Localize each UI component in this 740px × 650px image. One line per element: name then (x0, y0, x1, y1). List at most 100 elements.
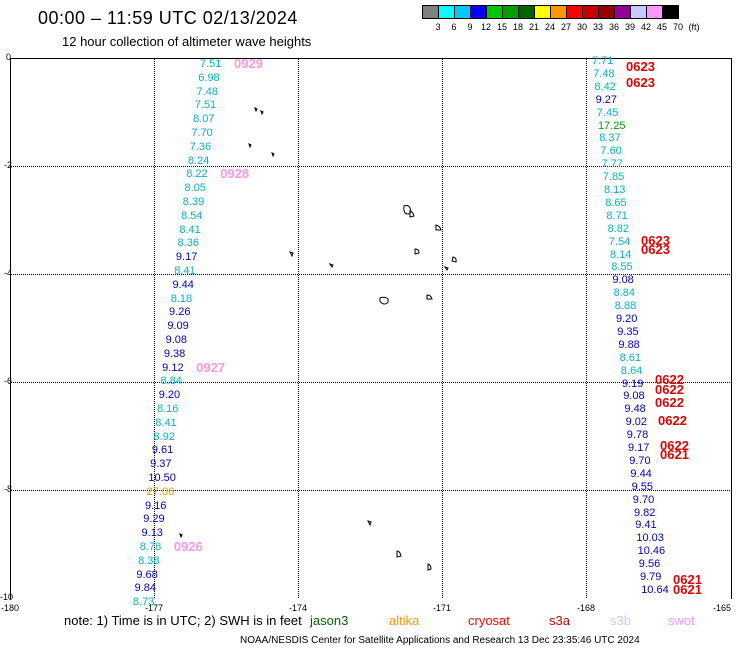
wave-height-value: 8.65 (605, 196, 627, 209)
wave-height-value: 9.38 (163, 347, 186, 360)
colorbar-label: 18 (512, 22, 524, 32)
legend-item-altika: altika (389, 613, 420, 628)
wave-height-value: 9.17 (175, 251, 198, 264)
island-shape (443, 266, 449, 271)
island-shape (426, 294, 433, 300)
pass-time-label: 0928 (220, 166, 250, 182)
x-tick-label: -174 (288, 603, 308, 613)
legend-item-swot: swot (668, 613, 695, 628)
wave-height-value: 9.20 (616, 313, 638, 325)
colorbar-label: 12 (480, 22, 492, 32)
pass-time-label: 0623 (641, 242, 670, 257)
wave-height-value: 9.26 (169, 306, 191, 319)
wave-height-value: 8.54 (181, 209, 203, 222)
wave-height-value: 10.46 (637, 545, 666, 558)
wave-height-value: 7.70 (191, 127, 213, 139)
wave-height-value: 7.85 (602, 171, 625, 184)
wave-height-value: 9.02 (625, 416, 648, 429)
wave-height-value: 8.92 (153, 430, 175, 443)
wave-height-value: 9.19 (622, 377, 644, 390)
wave-height-value: 8.24 (187, 154, 210, 167)
wave-height-value: 8.84 (160, 375, 182, 388)
legend-item-cryosat: cryosat (468, 613, 510, 628)
wave-height-value: 10.50 (148, 472, 176, 484)
island-shape (409, 210, 415, 218)
colorbar-label: 21 (528, 22, 540, 32)
colorbar-swatch (662, 5, 679, 19)
x-tick-label: -177 (144, 603, 164, 613)
island-shape (289, 251, 294, 258)
x-tick-label: -171 (432, 603, 452, 613)
grid-line-horizontal (10, 382, 730, 383)
colorbar-label: 45 (656, 22, 668, 32)
x-tick-label: -180 (0, 603, 20, 613)
island-shape (414, 248, 420, 255)
wave-height-value: 8.41 (179, 223, 201, 236)
x-tick-label: -165 (712, 603, 732, 613)
wave-height-value: 9.88 (618, 338, 640, 351)
island-shape (396, 550, 402, 558)
y-tick-label: -10 (0, 592, 14, 602)
footer-note: note: 1) Time is in UTC; 2) SWH is in fe… (64, 613, 302, 628)
pass-time-label: 0623 (641, 233, 670, 248)
wave-height-value: 9.35 (617, 325, 639, 338)
wave-height-value: 8.55 (611, 261, 633, 274)
wave-height-value: 8.78 (139, 541, 162, 553)
wave-height-value: 9.56 (638, 558, 661, 571)
wave-height-colorbar (422, 5, 679, 19)
wave-height-value: 8.18 (170, 292, 193, 305)
wave-height-value: 9.41 (635, 519, 657, 532)
pass-time-label: 0622 (655, 382, 684, 397)
pass-time-label: 0927 (196, 359, 226, 375)
y-tick-label: -8 (4, 484, 13, 494)
island-shape (328, 263, 334, 268)
wave-height-value: 8.61 (619, 351, 642, 364)
wave-height-value: 9.12 (162, 361, 184, 374)
wave-height-value: 9.84 (134, 582, 157, 595)
wave-height-value: 9.44 (630, 467, 652, 480)
colorbar-label: 3 (435, 22, 441, 32)
wave-height-value: 8.84 (613, 287, 636, 300)
wave-height-value: 9.78 (626, 429, 649, 442)
grid-line-vertical (586, 58, 587, 598)
island-shape (435, 224, 442, 231)
wave-height-value: 10.64 (641, 583, 669, 596)
wave-height-value: 10.03 (636, 532, 664, 545)
wave-height-value: 8.41 (155, 416, 177, 429)
wave-height-value: 9.16 (144, 499, 167, 512)
pass-time-label: 0623 (626, 75, 655, 90)
wave-height-value: 8.42 (594, 80, 616, 93)
legend-item-jason3: jason3 (310, 613, 349, 628)
wave-height-value: 9.13 (141, 527, 163, 540)
island-shape (451, 256, 457, 263)
colorbar-label: 70 (672, 22, 684, 32)
wave-height-value: 9.08 (165, 334, 188, 346)
wave-height-value: 8.82 (607, 222, 630, 235)
pass-time-label: 0621 (660, 447, 689, 462)
wave-height-value: 9.55 (631, 480, 654, 493)
wave-height-value: 8.88 (614, 300, 637, 313)
legend-item-s3a: s3a (549, 613, 570, 628)
island-shape (179, 533, 183, 539)
island-shape (427, 563, 432, 571)
pass-time-label: 0929 (234, 56, 263, 71)
wave-height-value: 8.41 (174, 265, 196, 277)
colorbar-label: 36 (608, 22, 620, 32)
wave-height-value: 8.38 (138, 554, 160, 567)
grid-line-vertical (442, 58, 443, 598)
colorbar-label: 42 (640, 22, 652, 32)
pass-time-label: 0622 (660, 438, 689, 453)
wave-height-value: 7.51 (194, 99, 217, 112)
wave-height-value: 9.17 (628, 442, 650, 454)
wave-height-value: 8.14 (610, 248, 632, 261)
wave-height-value: 7.54 (608, 235, 631, 248)
grid-line-vertical (298, 58, 299, 598)
wave-height-value: 9.61 (151, 444, 174, 457)
wave-height-value: 8.64 (620, 364, 643, 377)
island-shape (260, 110, 264, 116)
island-shape (248, 143, 252, 149)
wave-height-value: 7.51 (200, 58, 222, 70)
colorbar-label: 39 (624, 22, 636, 32)
colorbar-label: 6 (451, 22, 457, 32)
